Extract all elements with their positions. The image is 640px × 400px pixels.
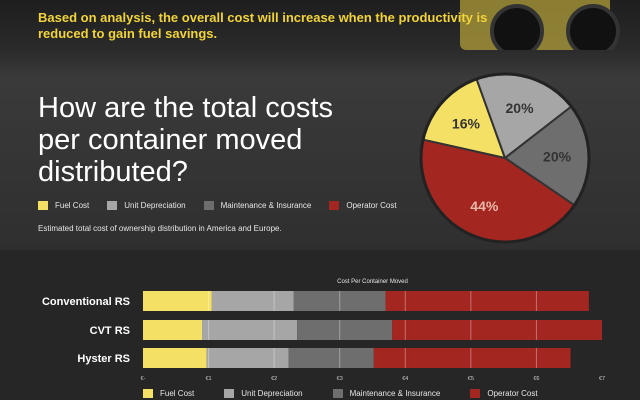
category-label: Hyster RS xyxy=(77,353,130,365)
legend-item-maintenance: Maintenance & Insurance xyxy=(203,201,312,210)
x-tick-label: €5 xyxy=(468,376,474,382)
header-photo xyxy=(0,0,640,78)
x-tick-label: €- xyxy=(141,376,146,382)
truck-wheel-right xyxy=(566,4,620,58)
bar-segment xyxy=(293,291,386,311)
x-tick-label: €4 xyxy=(402,376,408,382)
legend-label: Operator Cost xyxy=(346,201,397,210)
legend-item-operator: Operator Cost xyxy=(470,389,538,398)
section-question: How are the total costs per container mo… xyxy=(38,92,333,188)
legend-label: Operator Cost xyxy=(487,389,538,398)
bar-segment xyxy=(143,348,207,368)
legend-item-depreciation: Unit Depreciation xyxy=(107,201,186,210)
bar-segment xyxy=(385,291,589,311)
analysis-text: Based on analysis, the overall cost will… xyxy=(38,10,488,41)
bar-legend: Fuel Cost Unit Depreciation Maintenance … xyxy=(143,389,568,398)
bar-segment xyxy=(211,291,294,311)
pie-legend: Fuel Cost Unit Depreciation Maintenance … xyxy=(38,201,415,210)
legend-swatch xyxy=(470,389,481,398)
legend-swatch xyxy=(143,389,153,398)
legend-item-maintenance: Maintenance & Insurance xyxy=(332,389,441,398)
bar-segment xyxy=(143,320,203,340)
legend-swatch xyxy=(107,201,118,210)
legend-swatch xyxy=(38,201,48,210)
bar-chart: Cost Per Container Moved Conventional RS C… xyxy=(42,279,605,382)
pie-outline xyxy=(419,72,591,244)
bar-chart-title: Cost Per Container Moved xyxy=(337,279,408,285)
legend-label: Fuel Cost xyxy=(55,201,90,210)
legend-swatch xyxy=(224,389,235,398)
bar-segment xyxy=(392,320,602,340)
legend-swatch xyxy=(329,201,340,210)
bar-segment xyxy=(206,348,289,368)
pie-chart-container: 16% 20% 20% 44% xyxy=(410,70,600,255)
pie-slice-label: 20% xyxy=(506,100,535,116)
x-tick-label: €3 xyxy=(337,376,343,382)
legend-item-fuel: Fuel Cost xyxy=(143,389,194,398)
legend-item-depreciation: Unit Depreciation xyxy=(224,389,303,398)
ground xyxy=(0,50,640,78)
pie-chart: 16% 20% 20% 44% xyxy=(419,72,591,244)
legend-label: Fuel Cost xyxy=(160,389,195,398)
legend-label: Maintenance & Insurance xyxy=(349,389,441,398)
legend-item-operator: Operator Cost xyxy=(329,201,397,210)
legend-label: Unit Depreciation xyxy=(241,389,303,398)
legend-item-fuel: Fuel Cost xyxy=(38,201,89,210)
pie-slice-label: 20% xyxy=(543,148,572,164)
bar-segment xyxy=(143,291,212,311)
pie-slice-label: 44% xyxy=(470,198,499,214)
legend-swatch xyxy=(332,389,343,398)
category-label: Conventional RS xyxy=(42,296,130,308)
footnote: Estimated total cost of ownership distri… xyxy=(38,224,282,233)
pie-slice-label: 16% xyxy=(452,116,481,132)
x-tick-label: €7 xyxy=(599,376,605,382)
x-tick-label: €6 xyxy=(533,376,539,382)
legend-swatch xyxy=(203,201,214,210)
bar-segment xyxy=(202,320,298,340)
bar-segment xyxy=(373,348,571,368)
category-label: CVT RS xyxy=(90,325,130,337)
legend-label: Maintenance & Insurance xyxy=(220,201,312,210)
x-tick-label: €1 xyxy=(206,376,212,382)
bar-segment xyxy=(297,320,393,340)
x-tick-label: €2 xyxy=(271,376,277,382)
bar-segment xyxy=(288,348,374,368)
legend-label: Unit Depreciation xyxy=(124,201,186,210)
